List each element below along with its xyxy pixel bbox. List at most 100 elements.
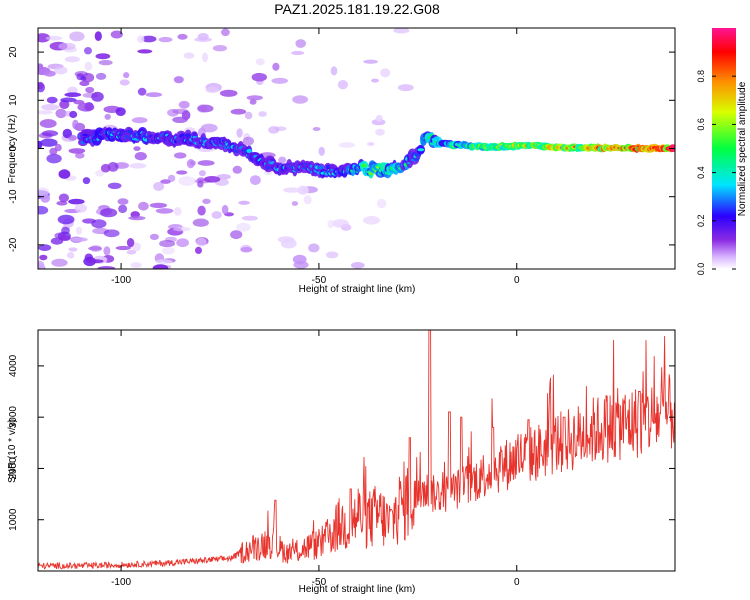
colorbar-label: Normalized spectral amplitude <box>737 81 748 216</box>
noise-blob <box>130 262 142 268</box>
noise-blob <box>380 68 391 78</box>
noise-blob <box>72 119 79 130</box>
noise-blob <box>216 174 231 180</box>
noise-blob <box>242 136 254 146</box>
noise-blob <box>38 33 51 43</box>
noise-blob <box>238 200 250 205</box>
y-tick-label: 2000 <box>8 457 19 480</box>
noise-blob <box>312 127 321 131</box>
noise-blob <box>203 176 221 183</box>
noise-blob <box>94 31 102 41</box>
noise-blob <box>230 108 247 115</box>
ridge-core <box>246 148 252 154</box>
noise-blob <box>297 185 309 195</box>
noise-blob <box>41 104 60 111</box>
noise-blob <box>338 142 356 148</box>
noise-blob <box>129 163 147 169</box>
noise-blob <box>39 119 57 128</box>
noise-blob <box>95 53 111 60</box>
noise-blob <box>46 153 62 164</box>
noise-blob <box>43 70 56 77</box>
ridge-core <box>417 148 425 152</box>
noise-blob <box>60 235 71 241</box>
noise-blob <box>244 111 253 120</box>
x-tick-label: -100 <box>111 275 131 286</box>
noise-blob <box>221 204 229 215</box>
noise-blob <box>55 108 67 119</box>
noise-blob <box>236 222 251 232</box>
heatmap-layer <box>38 28 675 269</box>
noise-blob <box>38 205 49 215</box>
noise-blob <box>303 195 312 205</box>
noise-blob <box>177 33 188 40</box>
noise-blob <box>240 246 253 253</box>
noise-blob <box>38 244 52 252</box>
noise-blob <box>326 251 339 259</box>
noise-blob <box>131 117 148 124</box>
noise-blob <box>71 237 88 242</box>
noise-blob <box>249 99 257 105</box>
noise-blob <box>251 72 267 82</box>
y-tick-label: 20 <box>8 46 19 58</box>
noise-blob <box>68 198 85 205</box>
noise-blob <box>68 247 78 252</box>
noise-blob <box>197 104 214 113</box>
noise-blob <box>75 226 83 235</box>
noise-blob <box>141 35 157 43</box>
noise-blob <box>88 246 102 251</box>
noise-blob <box>75 152 85 159</box>
noise-blob <box>68 135 77 141</box>
noise-blob <box>183 52 195 59</box>
noise-blob <box>292 95 308 104</box>
noise-blob <box>56 201 68 206</box>
noise-blob <box>327 219 334 229</box>
x-tick-label: 0 <box>514 275 520 286</box>
noise-blob <box>274 126 287 131</box>
noise-blob <box>95 72 107 80</box>
noise-blob <box>54 66 68 75</box>
noise-blob <box>64 92 82 97</box>
noise-blob <box>155 208 174 214</box>
noise-blob <box>58 42 76 51</box>
noise-blob <box>236 128 243 138</box>
ridge-core <box>361 163 367 168</box>
noise-blob <box>241 215 258 221</box>
colorbar-tick-label: 0.2 <box>696 215 706 228</box>
noise-blob <box>292 254 307 265</box>
noise-blob <box>91 219 107 229</box>
noise-blob <box>176 238 190 248</box>
noise-blob <box>84 47 92 55</box>
noise-blob <box>97 266 116 269</box>
noise-blob <box>60 97 77 103</box>
noise-blob <box>155 259 173 265</box>
noise-blob <box>153 181 165 191</box>
noise-blob <box>376 198 387 209</box>
noise-blob <box>100 163 111 173</box>
noise-blob <box>283 187 301 193</box>
noise-blob <box>38 260 45 269</box>
noise-blob <box>103 229 120 238</box>
y-tick-label: 3000 <box>8 406 19 429</box>
noise-blob <box>367 142 375 146</box>
noise-blob <box>250 175 261 186</box>
noise-blob <box>138 201 149 211</box>
noise-blob <box>100 208 118 218</box>
snr-xlabel: Height of straight line (km) <box>299 584 416 595</box>
colorbar-ticks: 0.0 0.2 0.4 0.6 0.8 <box>696 70 736 275</box>
noise-blob <box>197 177 205 182</box>
noise-blob <box>363 59 378 64</box>
noise-blob <box>38 187 50 196</box>
y-tick-label: -20 <box>8 237 19 252</box>
noise-blob <box>69 31 85 42</box>
noise-blob <box>61 226 70 235</box>
noise-blob <box>246 95 263 101</box>
noise-blob <box>332 219 349 228</box>
noise-blob <box>189 160 196 166</box>
noise-blob <box>137 49 153 54</box>
noise-blob <box>95 169 104 177</box>
noise-blob <box>158 36 173 43</box>
noise-blob <box>255 58 265 66</box>
noise-blob <box>202 52 208 63</box>
noise-blob <box>393 28 410 34</box>
